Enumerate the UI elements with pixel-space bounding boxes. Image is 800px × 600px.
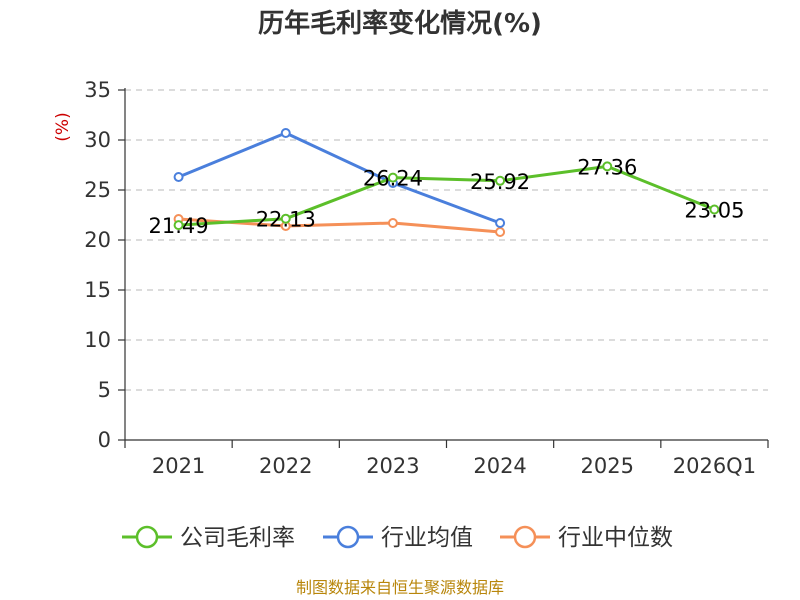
data-point [387, 172, 398, 183]
legend-marker [336, 525, 360, 549]
legend-label: 行业中位数 [558, 525, 673, 551]
data-point [495, 227, 506, 237]
data-point [602, 161, 613, 172]
data-point [173, 220, 184, 231]
source-note: 制图数据来自恒生聚源数据库 [296, 578, 504, 597]
data-point [173, 172, 184, 182]
data-point [387, 218, 398, 228]
data-label: 25.92 [470, 170, 530, 194]
data-point [495, 218, 506, 228]
data-label: 26.24 [363, 167, 423, 191]
legend-item-0[interactable]: 公司毛利率 [122, 525, 295, 551]
data-label: 27.36 [577, 155, 637, 179]
y-tick-label: 35 [84, 78, 111, 102]
data-point [280, 128, 291, 138]
data-point [280, 213, 291, 224]
x-tick-label: 2026Q1 [673, 454, 756, 478]
x-tick-label: 2021 [152, 454, 205, 478]
y-tick-label: 5 [98, 378, 111, 402]
data-label: 23.05 [684, 199, 744, 223]
series-layer [173, 128, 720, 237]
legend-item-2[interactable]: 行业中位数 [500, 525, 673, 551]
chart-title: 历年毛利率变化情况(%) [258, 8, 542, 39]
y-tick-label: 10 [84, 328, 111, 352]
legend-marker [513, 525, 537, 549]
grid-lines [125, 89, 768, 391]
x-tick-label: 2023 [366, 454, 419, 478]
y-axis-unit: (%) [53, 112, 73, 141]
y-tick-label: 0 [98, 428, 111, 452]
y-tick-label: 20 [84, 228, 111, 252]
y-tick-label: 15 [84, 278, 111, 302]
x-tick-label: 2025 [581, 454, 634, 478]
legend[interactable]: 公司毛利率 行业均值 行业中位数 [122, 525, 673, 551]
legend-item-1[interactable]: 行业均值 [323, 525, 473, 551]
legend-label: 行业均值 [381, 525, 473, 551]
data-label: 21.49 [149, 214, 209, 238]
data-labels: 21.49 22.13 26.24 25.92 27.36 23.05 [149, 155, 745, 238]
data-point [495, 175, 506, 186]
series-line-0 [178, 164, 715, 227]
data-point [709, 204, 720, 215]
x-tick-label: 2024 [473, 454, 526, 478]
series-line-1 [178, 131, 501, 225]
axes [118, 88, 769, 448]
x-tick-labels: 2021 2022 2023 2024 2025 2026Q1 [152, 454, 756, 478]
legend-marker [135, 525, 159, 549]
y-tick-labels: 0 5 10 15 20 25 30 35 [84, 78, 111, 452]
y-tick-label: 30 [84, 128, 111, 152]
data-label: 22.13 [256, 208, 316, 232]
x-tick-label: 2022 [259, 454, 312, 478]
y-tick-label: 25 [84, 178, 111, 202]
legend-label: 公司毛利率 [180, 525, 295, 551]
